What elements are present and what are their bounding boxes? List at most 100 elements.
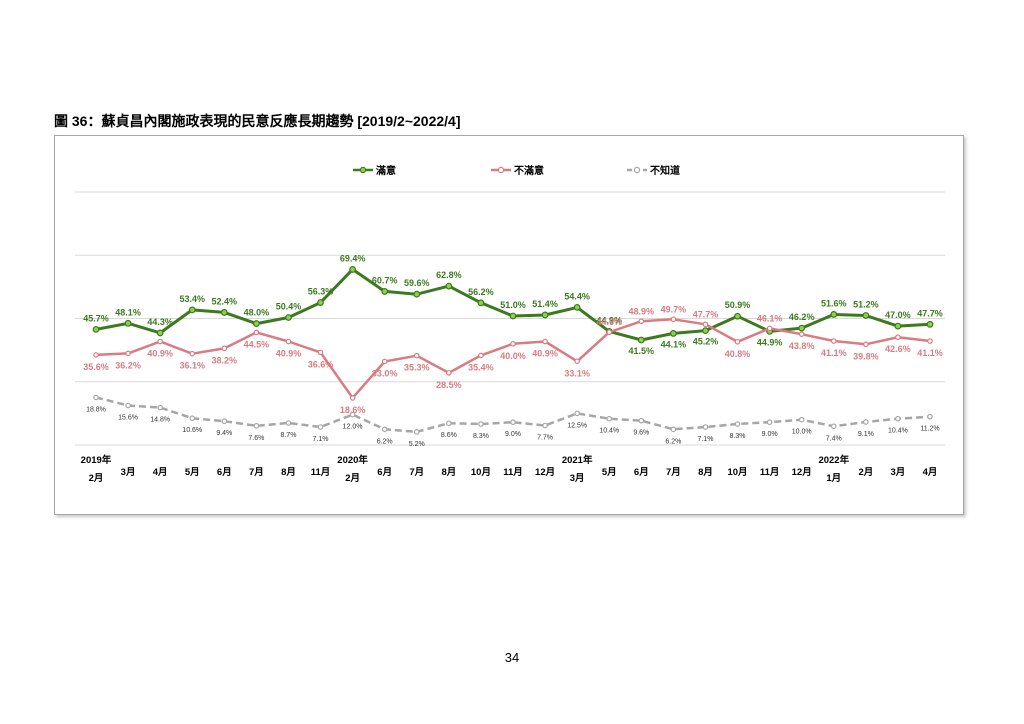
x-tick-label: 5月	[185, 467, 200, 478]
data-label: 36.2%	[115, 360, 141, 370]
data-point	[669, 330, 677, 337]
data-point	[509, 312, 517, 320]
data-label: 35.6%	[83, 362, 109, 372]
data-point	[927, 413, 933, 420]
legend-label: 不知道	[650, 164, 680, 177]
data-point	[189, 415, 196, 421]
data-point	[637, 336, 645, 344]
data-label: 18.8%	[86, 406, 106, 413]
data-point	[830, 338, 837, 344]
x-tick-year-label: 2020年	[337, 454, 368, 466]
data-label: 51.2%	[853, 299, 879, 309]
x-tick-label: 8月	[281, 467, 296, 478]
data-label: 45.2%	[693, 337, 719, 347]
data-point	[349, 395, 356, 401]
data-point	[221, 418, 228, 425]
data-label: 60.7%	[372, 275, 398, 285]
data-label: 48.9%	[629, 306, 655, 316]
data-point	[349, 266, 357, 273]
data-label: 44.9%	[596, 315, 622, 325]
data-label: 40.0%	[500, 351, 526, 361]
data-label: 38.2%	[212, 355, 238, 365]
data-point	[285, 314, 292, 321]
x-tick-label: 6月	[634, 467, 649, 478]
data-point	[766, 325, 773, 332]
data-label: 48.1%	[115, 307, 141, 317]
data-label: 44.9%	[757, 337, 783, 347]
data-label: 49.7%	[661, 304, 687, 314]
x-tick-label: 4月	[153, 467, 168, 478]
data-label: 41.1%	[917, 348, 943, 358]
data-point	[285, 338, 292, 345]
data-point	[317, 424, 324, 430]
x-tick-year-label: 2019年	[81, 454, 112, 466]
x-tick-label: 12月	[792, 467, 812, 478]
data-label: 47.0%	[885, 310, 911, 320]
data-label: 51.0%	[500, 300, 526, 310]
data-point	[670, 316, 677, 323]
x-tick-label: 3月	[570, 473, 585, 484]
data-point	[574, 410, 580, 417]
data-label: 33.0%	[372, 369, 398, 379]
data-label: 8.7%	[280, 432, 296, 439]
data-point	[573, 303, 581, 311]
data-point	[863, 341, 869, 348]
data-point	[285, 420, 292, 426]
data-label: 10.4%	[599, 428, 619, 435]
data-point	[317, 349, 324, 356]
data-point	[766, 419, 773, 426]
data-point	[445, 282, 453, 290]
data-label: 35.3%	[404, 363, 430, 373]
data-point	[926, 320, 934, 328]
data-point	[541, 311, 549, 319]
x-tick-label: 11月	[311, 467, 331, 478]
x-tick-label: 1月	[826, 473, 841, 484]
data-point	[798, 416, 805, 423]
data-point	[413, 290, 421, 298]
legend-marker	[633, 166, 641, 174]
x-tick-label: 6月	[217, 467, 232, 478]
data-point	[702, 327, 709, 335]
data-point	[317, 299, 324, 306]
x-tick-label: 3月	[121, 467, 136, 478]
data-label: 33.1%	[564, 368, 590, 378]
data-point	[895, 334, 901, 341]
line-chart: 2019年 2月 3月 4月 5月 6月 7月 8月 11月 2020年 2月 6月 7月 8月 10月 11…	[75, 164, 945, 484]
data-label: 14.8%	[150, 417, 170, 424]
data-point	[606, 329, 613, 335]
data-point	[606, 415, 613, 422]
data-label: 50.9%	[725, 300, 751, 310]
data-label: 10.6%	[182, 427, 202, 434]
data-label: 53.4%	[179, 294, 205, 304]
data-label: 35.4%	[468, 362, 494, 372]
data-point	[894, 322, 902, 330]
x-tick-label: 8月	[698, 467, 713, 478]
data-point	[863, 419, 869, 425]
x-tick-label: 10月	[727, 467, 747, 478]
data-point	[220, 309, 228, 316]
data-point	[381, 288, 389, 295]
data-label: 40.9%	[532, 349, 558, 359]
data-point	[734, 312, 741, 320]
data-label: 40.9%	[276, 349, 302, 359]
data-label: 50.4%	[276, 301, 302, 311]
data-point	[446, 370, 452, 376]
data-label: 59.6%	[404, 278, 430, 288]
x-tick-label: 8月	[441, 467, 456, 478]
data-label: 52.4%	[212, 296, 238, 306]
data-point	[253, 422, 260, 429]
data-label: 69.4%	[340, 253, 366, 263]
data-point	[93, 352, 99, 358]
data-label: 44.1%	[661, 339, 687, 349]
data-label: 7.1%	[313, 436, 329, 443]
data-point	[124, 319, 132, 327]
x-tick-label: 2月	[858, 467, 873, 478]
data-label: 9.0%	[762, 431, 778, 438]
data-label: 47.7%	[917, 308, 943, 318]
data-point	[252, 320, 260, 327]
data-label: 44.6%	[596, 317, 622, 327]
data-label: 7.6%	[248, 435, 264, 442]
data-label: 12.5%	[567, 422, 587, 429]
data-point	[895, 415, 901, 422]
data-point	[446, 420, 452, 427]
